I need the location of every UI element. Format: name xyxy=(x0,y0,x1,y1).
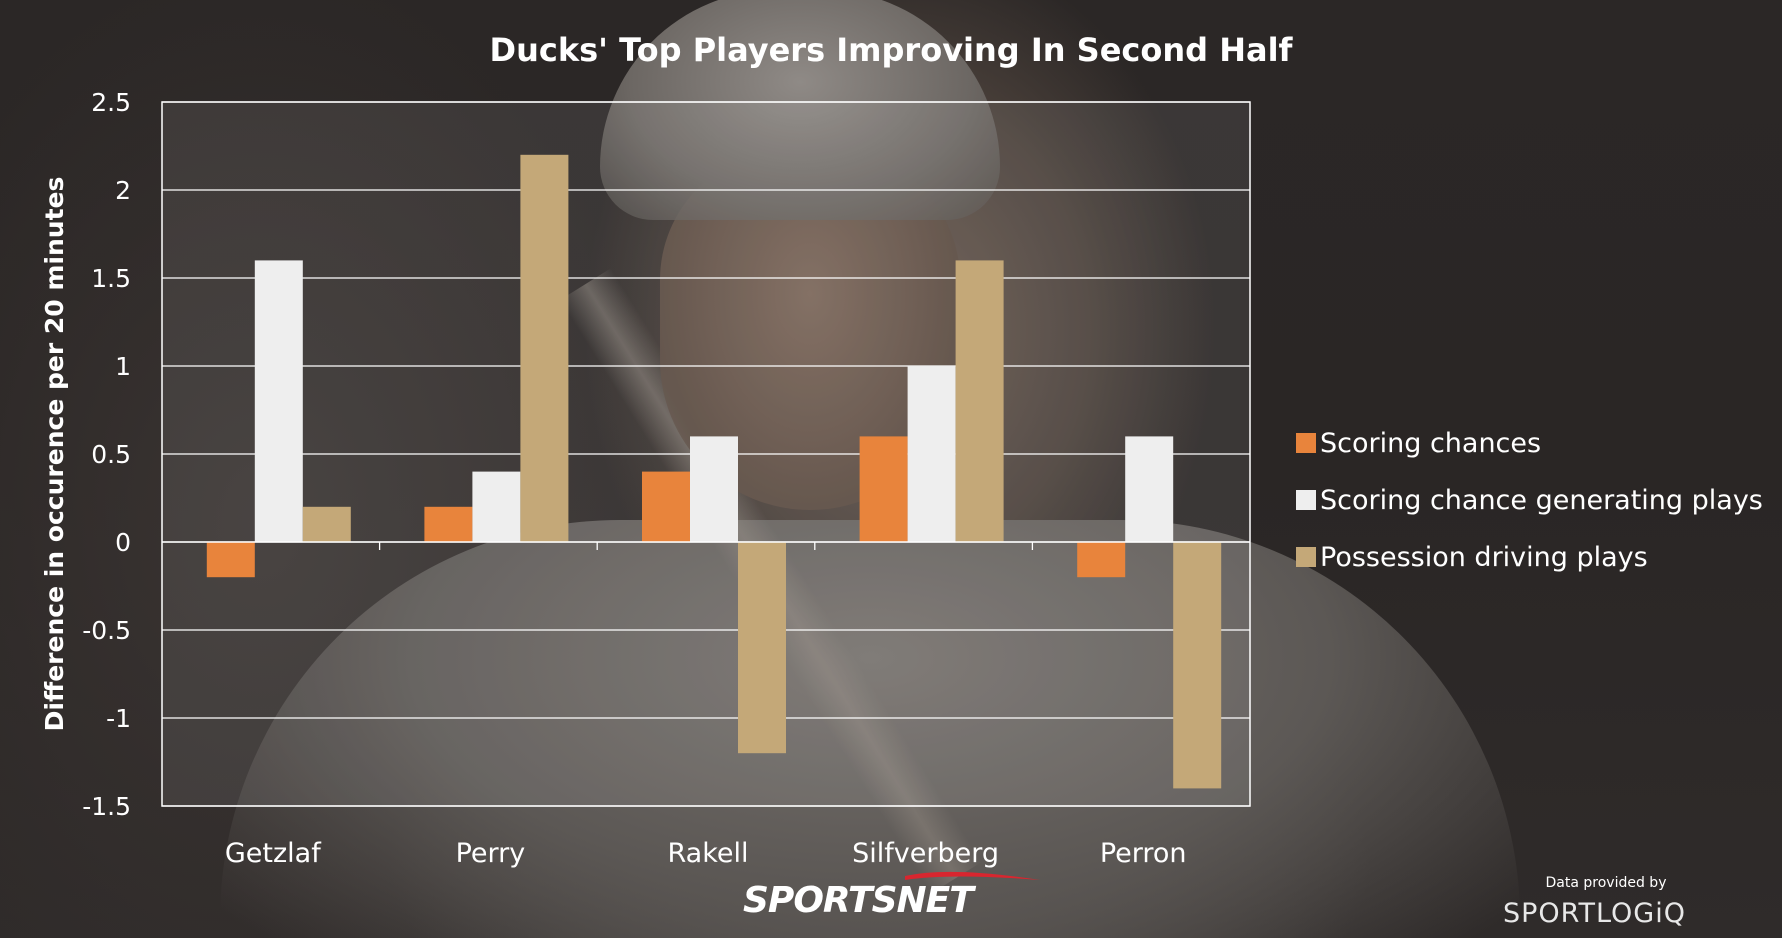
bar-possession-driving-plays-silfverberg xyxy=(955,260,1004,542)
legend-swatch xyxy=(1296,547,1316,567)
x-category-label: Silfverberg xyxy=(852,838,999,869)
x-category-label: Perron xyxy=(1100,838,1187,869)
x-category-label: Getzlaf xyxy=(225,838,322,869)
y-axis-label: Difference in occurence per 20 minutes xyxy=(40,177,69,732)
bar-scoring-chances-getzlaf xyxy=(206,542,255,578)
chart-title: Ducks' Top Players Improving In Second H… xyxy=(490,31,1294,69)
sportlogiq-logo-text: SPORTLOGiQ xyxy=(1503,898,1686,929)
y-axis-ticks: 2.5 2 1.5 1 0.5 0 -0.5 -1 -1.5 xyxy=(82,88,131,821)
y-tick-label: 0.5 xyxy=(91,440,131,469)
bar-scoring-chances-silfverberg xyxy=(859,436,908,542)
bar-scoring-chance-generating-plays-perron xyxy=(1125,436,1174,542)
bar-scoring-chances-perry xyxy=(424,506,473,542)
bar-scoring-chances-rakell xyxy=(642,471,690,542)
bar-scoring-chances-perron xyxy=(1077,542,1126,578)
sportsnet-logo: SPORTSNET xyxy=(743,871,1040,921)
y-tick-label: -1.5 xyxy=(82,792,131,821)
y-tick-label: 1.5 xyxy=(91,264,131,293)
y-tick-label: 2 xyxy=(115,176,131,205)
legend-label: Scoring chances xyxy=(1320,428,1541,459)
bar-scoring-chance-generating-plays-silfverberg xyxy=(907,366,956,542)
legend-label: Scoring chance generating plays xyxy=(1320,485,1763,516)
bar-possession-driving-plays-perron xyxy=(1173,542,1222,789)
bar-possession-driving-plays-rakell xyxy=(738,542,786,754)
sportsnet-logo-text: SPORTSNET xyxy=(743,880,976,921)
y-tick-label: 1 xyxy=(115,352,131,381)
legend-label: Possession driving plays xyxy=(1320,542,1648,573)
bar-possession-driving-plays-perry xyxy=(520,154,569,543)
sportsnet-logo-swoosh-icon xyxy=(905,871,1040,880)
bar-scoring-chance-generating-plays-getzlaf xyxy=(254,260,303,542)
bar-scoring-chance-generating-plays-perry xyxy=(472,471,521,542)
plot-border xyxy=(161,101,1251,807)
bar-scoring-chance-generating-plays-rakell xyxy=(690,436,738,542)
y-tick-label: 0 xyxy=(115,528,131,557)
x-category-label: Perry xyxy=(456,838,526,869)
legend-swatch xyxy=(1296,490,1316,510)
legend-swatch xyxy=(1296,433,1316,453)
y-tick-label: -1 xyxy=(106,704,131,733)
x-axis-categories: Getzlaf Perry Rakell Silfverberg Perron xyxy=(225,542,1187,869)
bars xyxy=(162,154,1250,789)
data-provider-note: Data provided by xyxy=(1546,875,1667,891)
bar-possession-driving-plays-getzlaf xyxy=(302,506,351,542)
legend: Scoring chances Scoring chance generating… xyxy=(1296,428,1763,573)
y-tick-label: 2.5 xyxy=(91,88,131,117)
y-tick-label: -0.5 xyxy=(82,616,131,645)
x-category-label: Rakell xyxy=(668,838,749,869)
